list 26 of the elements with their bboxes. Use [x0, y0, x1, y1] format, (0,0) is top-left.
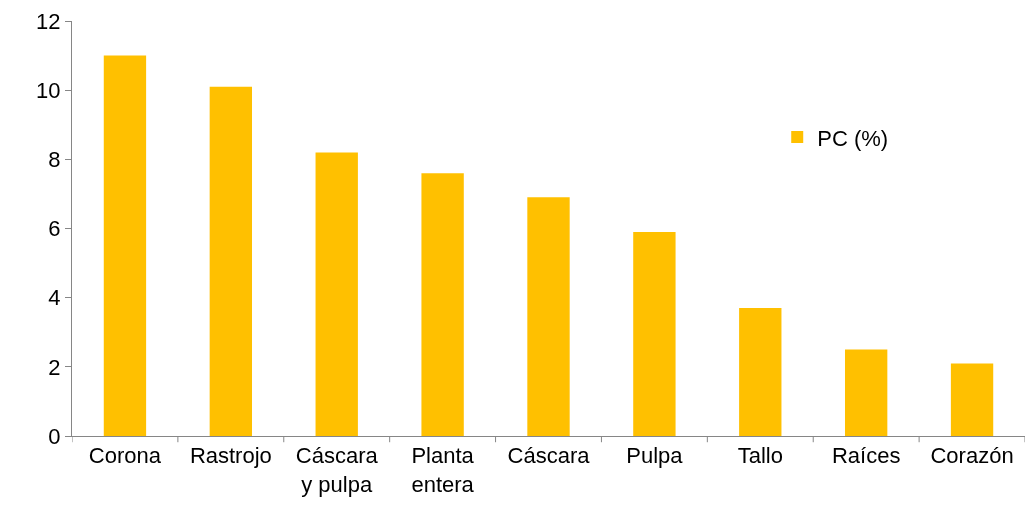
x-tick-label: Pulpa	[626, 443, 684, 469]
x-tick-label: Planta entera	[411, 443, 475, 497]
y-tick-label: 0	[48, 423, 61, 449]
x-tick-label: Corona	[88, 443, 162, 469]
y-tick-label: 2	[48, 354, 61, 380]
bar	[633, 231, 676, 436]
y-tick-label: 6	[48, 216, 61, 242]
bar	[739, 308, 782, 436]
bar	[103, 55, 147, 436]
bar	[844, 349, 888, 436]
x-tick-label: Raíces	[831, 443, 901, 469]
x-tick-label: Tallo	[737, 443, 783, 469]
bar	[421, 173, 464, 436]
bar	[527, 197, 570, 436]
x-tick-label: Rastrojo	[189, 443, 272, 469]
y-tick-label: 10	[36, 77, 61, 103]
y-tick-label: 8	[48, 147, 61, 173]
y-tick-label: 4	[48, 285, 61, 311]
bar	[315, 152, 358, 436]
x-tick-label: Corazón	[930, 443, 1014, 469]
x-tick-label: Cáscara	[507, 443, 591, 469]
bar	[950, 363, 994, 436]
bar	[209, 86, 253, 436]
y-tick-label: 12	[36, 8, 61, 34]
legend-label: PC (%)	[817, 125, 889, 151]
x-tick-label: Cáscara y pulpa	[295, 443, 379, 497]
